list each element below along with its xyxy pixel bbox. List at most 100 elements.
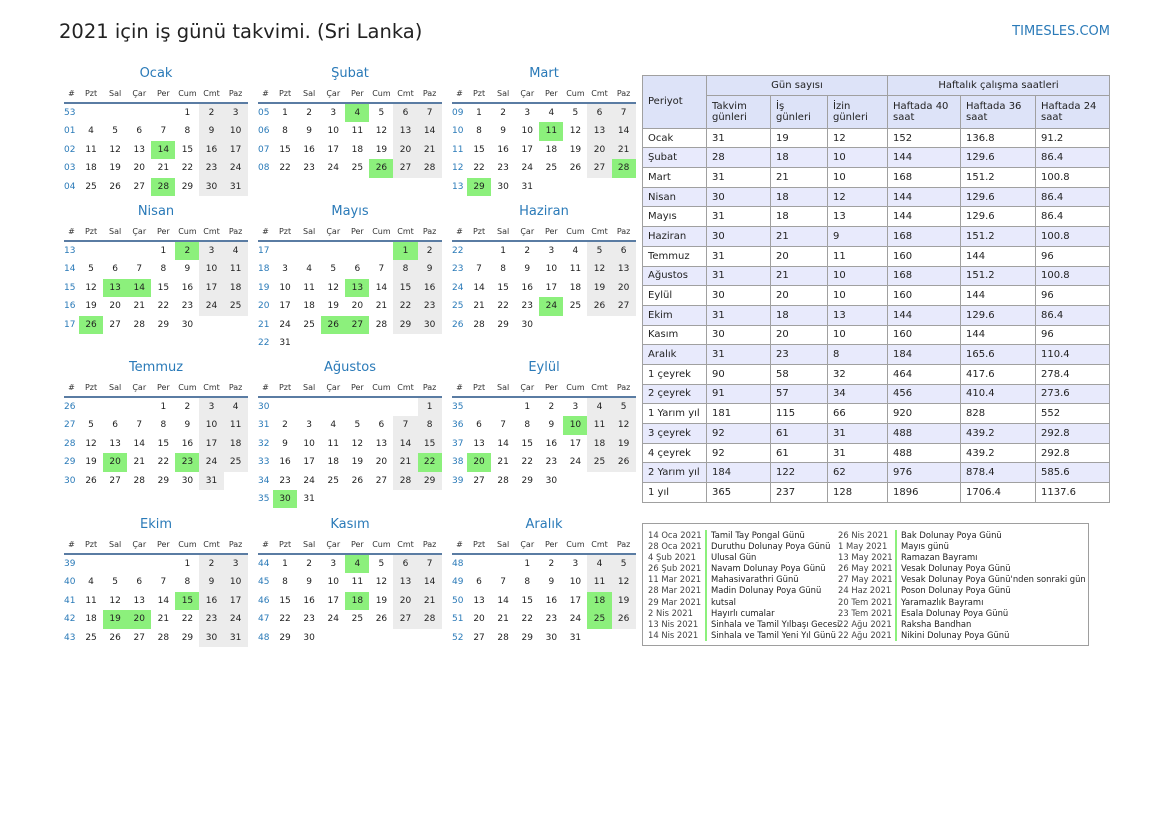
day-cell: 25 (223, 453, 248, 472)
value-cell: 32 (827, 363, 888, 385)
day-cell: 9 (184, 420, 191, 431)
day-cell: 24 (327, 163, 339, 174)
day-cell: 20 (133, 163, 145, 174)
day-cell: 3 (548, 246, 555, 256)
day-cell: 24 (569, 614, 582, 625)
day-cell (563, 178, 587, 196)
day-cell: 20 (611, 278, 636, 298)
day-cell: 13 (393, 122, 418, 141)
day-cell: 31 (521, 181, 533, 192)
month-grid: # Pzt Sal Çar Per Cum Cmt Paz 35 1 2 3 4 5 36 6 7 8 9 10 11 1… (452, 378, 636, 490)
month-calendar: Ocak # Pzt Sal Çar Per Cum Cmt Paz 53 1 2 3 01 4 5 6 7 8 9 1… (64, 64, 248, 196)
weekday-header: Paz (611, 84, 636, 104)
day-cell: 15 (497, 282, 509, 293)
value-cell: 21 (770, 265, 828, 287)
day-cell: 28 (157, 632, 170, 643)
day-cell: 22 (393, 297, 418, 316)
holiday-item: 23 Tem 2021 Esala Dolunay Poya Günü (838, 607, 1086, 619)
value-cell: 19 (770, 127, 828, 149)
holiday-date: 24 Haz 2021 (838, 585, 892, 596)
day-cell: 19 (85, 457, 97, 468)
value-cell: 31 (706, 304, 771, 326)
weekday-header: Cum (175, 222, 200, 242)
week-number: 50 (452, 595, 464, 606)
day-cell: 3 (223, 555, 248, 574)
day-cell: 11 (569, 264, 582, 275)
weekday-header: Per (151, 222, 176, 242)
weekday-header: Cum (563, 84, 588, 104)
value-cell: 13 (827, 304, 888, 326)
day-cell: 4 (306, 264, 312, 275)
week-number: 39 (452, 475, 464, 486)
day-cell: 5 (88, 420, 94, 431)
value-cell: 1896 (887, 482, 961, 503)
column-header: İş günleri (770, 94, 828, 129)
day-cell (563, 316, 587, 334)
day-cell: 6 (611, 242, 636, 261)
weekday-header: Paz (223, 84, 248, 104)
weekday-header: Per (539, 535, 564, 555)
day-cell: 22 (521, 457, 533, 468)
value-cell: 23 (770, 344, 828, 365)
day-cell: 17 (521, 144, 533, 155)
period-cell: 2 çeyrek (642, 383, 707, 405)
day-cell: 29 (497, 319, 509, 330)
week-number: 35 (452, 402, 464, 412)
day-cell: 14 (375, 282, 388, 293)
month-name: Mart (529, 66, 559, 81)
day-cell: 11 (85, 144, 97, 155)
holiday-date: 14 Oca 2021 (648, 530, 702, 540)
value-cell: 31 (706, 344, 771, 365)
month-name: Mayıs (331, 204, 369, 219)
value-cell: 91.2 (1035, 127, 1110, 149)
weekday-header: Cum (175, 535, 200, 555)
day-cell: 30 (545, 475, 558, 486)
period-cell: Nisan (642, 186, 707, 208)
week-number: 17 (64, 319, 76, 330)
weekday-header: Pzt (273, 535, 298, 555)
week-number: 09 (452, 108, 464, 118)
weekday-header: Sal (491, 222, 516, 242)
day-cell: 28 (133, 319, 145, 330)
day-cell: 23 (545, 457, 558, 468)
week-number-header: # (452, 535, 467, 555)
value-cell: 92 (706, 442, 771, 464)
value-cell: 31 (706, 127, 771, 149)
holiday-item: 14 Nis 2021 Sinhala ve Tamil Yeni Yıl Gün… (648, 629, 839, 641)
day-cell (103, 242, 127, 260)
day-cell: 14 (497, 438, 509, 449)
day-cell: 19 (85, 301, 97, 312)
value-cell: 160 (887, 324, 961, 346)
holiday-name: Mayıs günü (895, 541, 949, 553)
day-cell: 19 (351, 457, 364, 468)
day-cell: 14 (127, 278, 152, 298)
day-cell (199, 316, 223, 334)
value-cell: 21 (770, 226, 828, 247)
weekday-header: Pzt (273, 378, 298, 398)
holiday-date: 4 Şub 2021 (648, 552, 696, 563)
week-number: 12 (452, 163, 464, 174)
day-cell: 15 (473, 144, 485, 155)
day-cell: 29 (279, 632, 291, 643)
day-cell: 26 (109, 632, 121, 643)
day-cell: 17 (223, 140, 248, 160)
day-cell: 13 (473, 595, 485, 606)
day-cell: 14 (157, 595, 170, 606)
day-cell: 6 (476, 420, 482, 431)
day-cell: 14 (497, 595, 509, 606)
holiday-item: 26 Nis 2021 Bak Dolunay Poya Günü (838, 530, 1086, 542)
day-cell: 17 (303, 457, 315, 468)
day-cell: 25 (223, 297, 248, 316)
day-cell: 21 (611, 140, 636, 160)
week-number: 24 (452, 282, 464, 293)
day-cell: 7 (500, 577, 506, 588)
day-cell (127, 398, 151, 416)
weekday-header: Per (345, 222, 370, 242)
site-link[interactable]: TIMESLES.COM (1012, 24, 1110, 39)
week-number: 23 (452, 264, 464, 275)
day-cell: 13 (103, 278, 128, 298)
week-number-header: # (64, 84, 79, 104)
day-cell: 28 (417, 159, 442, 178)
holiday-date: 2 Nis 2021 (648, 607, 693, 618)
day-cell (418, 334, 442, 352)
